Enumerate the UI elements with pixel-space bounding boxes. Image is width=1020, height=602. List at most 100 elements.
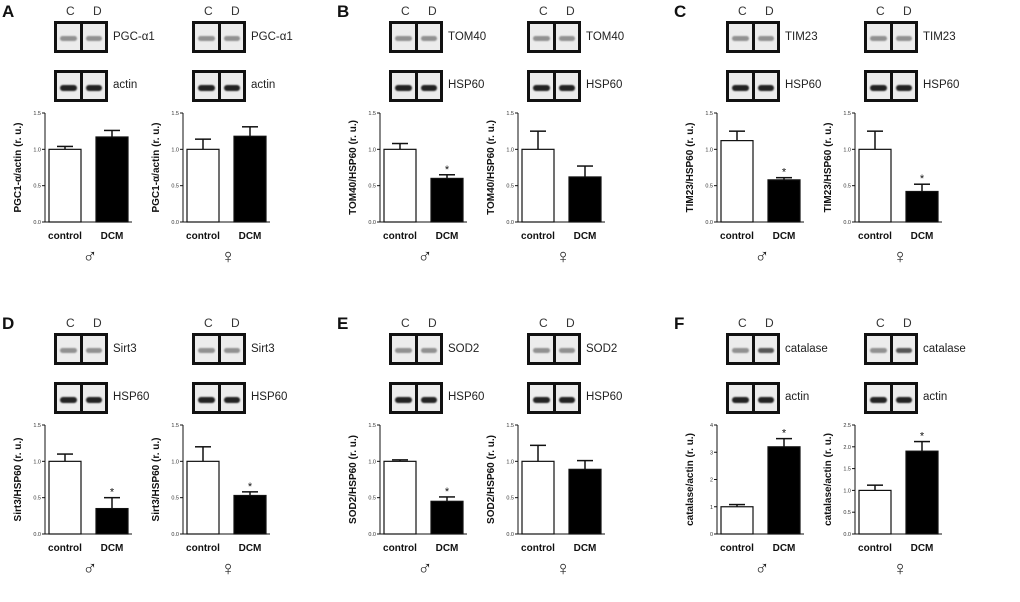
lane-label-D: D [903,316,912,330]
y-tick-label: 2.5 [843,423,851,429]
chart-panel-D-male: C D Sirt3 HSP60 0.0 0.5 1.0 1.5 Sirt3/HSP60 (r. … [0,312,160,602]
chart-panel-C-male: C D TIM23 HSP60 0.0 0.5 1.0 1.5 TIM23/HSP60 (r. … [672,0,832,290]
bar-DCM [233,135,267,223]
chart-panel-D-female: C D Sirt3 HSP60 0.0 0.5 1.0 1.5 Sirt3/HSP60 (r. … [138,312,298,602]
blot-label: SOD2 [448,343,480,355]
y-tick-label: 0.0 [171,220,179,226]
x-tick-label-control: control [720,543,754,554]
protein-band [85,85,102,91]
lane-label-C: C [401,4,410,18]
western-blot-target [389,333,443,365]
significance-asterisk: * [110,487,115,499]
x-tick-label-DCM: DCM [435,543,459,554]
bar-control [383,460,417,535]
y-tick-label: 1.0 [506,459,514,465]
western-blot-loading-control [54,382,108,414]
blot-lane [729,336,752,362]
y-tick-label: 0.0 [368,220,376,226]
protein-band [223,85,240,91]
protein-band [732,348,749,353]
y-tick-label: 0.0 [33,220,41,226]
bar-chart: 0.0 0.5 1.0 1.5 Sirt3/HSP60 (r. u.) * [151,423,270,538]
bar-chart: 0.0 0.5 1.0 1.5 PGC1-α/actin (r. u.) [151,111,270,226]
bar-chart: 0.0 0.5 1.0 1.5 SOD2/HSP60 (r. u.) [486,423,605,538]
y-tick-label: 0.5 [506,496,514,502]
x-tick-label-control: control [383,231,417,242]
blot-lane [57,73,80,99]
chart-panel-C-female: C D TIM23 HSP60 0.0 0.5 1.0 1.5 TIM23/HSP60 (r. … [810,0,970,290]
protein-band [223,397,240,403]
y-tick-label: 1.0 [843,488,851,494]
significance-asterisk: * [248,481,253,493]
y-tick-label: 1.5 [843,467,851,473]
y-axis-label: catalase/actin (r. u.) [685,433,696,526]
blot-lane [892,24,915,50]
x-tick-label-control: control [186,543,220,554]
y-tick-label: 0.0 [368,532,376,538]
bar-chart: 0.0 0.5 1.0 1.5 SOD2/HSP60 (r. u.) * [348,423,467,538]
bar-DCM [233,494,267,535]
bar-control [521,148,555,223]
x-tick-label-DCM: DCM [435,231,459,242]
y-tick-label: 0.0 [843,532,851,538]
lane-label-D: D [428,316,437,330]
blot-lane [867,385,890,411]
x-tick-label-DCM: DCM [100,231,124,242]
protein-band [870,85,887,91]
blot-lane [392,385,415,411]
protein-band [895,397,912,403]
blot-label: HSP60 [448,79,485,91]
chart-panel-E-male: C D SOD2 HSP60 0.0 0.5 1.0 1.5 SOD2/HSP60 (r. u.… [335,312,495,602]
protein-band [558,397,575,403]
sex-symbol-female: ♀ [892,246,908,268]
x-tick-label-DCM: DCM [238,543,262,554]
y-tick-label: 1.0 [33,459,41,465]
blot-lane [82,336,105,362]
y-tick-label: 0.0 [506,220,514,226]
protein-band [395,348,412,353]
blot-lane [555,73,578,99]
blot-label: catalase [923,343,966,355]
western-blot-loading-control [726,70,780,102]
lane-label-D: D [231,316,240,330]
protein-band [533,348,550,353]
y-tick-label: 1.5 [33,423,41,429]
y-tick-label: 1.5 [368,111,376,117]
protein-band [895,348,912,353]
blot-label: SOD2 [586,343,618,355]
significance-asterisk: * [920,431,925,443]
blot-label: actin [923,391,948,403]
bar-chart: 0.0 0.5 1.0 1.5 PGC1-α/actin (r. u.) [13,111,132,226]
y-tick-label: 1.0 [705,147,713,153]
western-blot-target [192,21,246,53]
y-axis-label: catalase/actin (r. u.) [823,433,834,526]
blot-lane [892,385,915,411]
protein-band [420,36,437,41]
x-tick-label-control: control [383,543,417,554]
blot-label: TIM23 [785,31,818,43]
western-blot-target [864,21,918,53]
western-blot-loading-control [389,70,443,102]
lane-label-D: D [765,4,774,18]
x-tick-label-control: control [521,231,555,242]
x-tick-label-control: control [48,231,82,242]
bar-DCM [568,468,602,535]
blot-lane [82,24,105,50]
lane-label-C: C [539,316,548,330]
blot-lane [220,385,243,411]
blot-lane [867,73,890,99]
protein-band [395,397,412,403]
y-tick-label: 1.5 [506,111,514,117]
y-tick-label: 0.5 [171,184,179,190]
y-tick-label: 1.0 [843,147,851,153]
sex-symbol-female: ♀ [555,246,571,268]
western-blot-target [54,21,108,53]
western-blot-loading-control [864,70,918,102]
blot-label: Sirt3 [113,343,137,355]
blot-label: HSP60 [251,391,288,403]
y-tick-label: 0.5 [171,496,179,502]
western-blot-target [726,333,780,365]
sex-symbol-male: ♂ [417,558,433,580]
y-tick-label: 0.5 [33,496,41,502]
